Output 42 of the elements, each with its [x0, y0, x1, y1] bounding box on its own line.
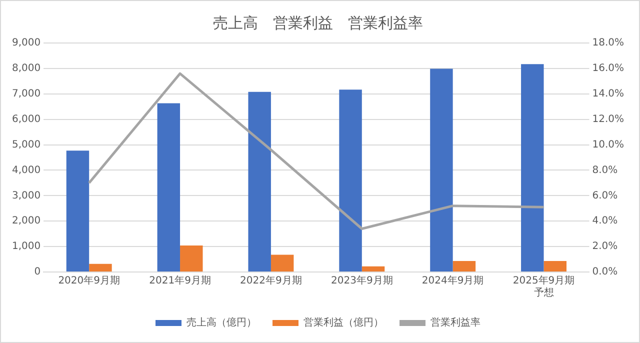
- y-tick-label: 1,000: [12, 241, 41, 252]
- bar: [270, 254, 294, 272]
- y-tick-label: 4,000: [12, 164, 41, 176]
- y-tick-label: 9,000: [12, 38, 41, 49]
- y-tick-label: 5,000: [12, 139, 41, 150]
- x-tick-label: 2021年9月期: [149, 274, 211, 287]
- bar: [66, 150, 90, 272]
- legend-label: 営業利益（億円）: [304, 316, 384, 329]
- x-tick-label: 2022年9月期: [240, 274, 302, 287]
- y-tick-label: 8,000: [12, 63, 41, 74]
- bar: [339, 90, 362, 272]
- y2-tick-label: 10.0%: [592, 139, 624, 150]
- y2-tick-label: 4.0%: [592, 216, 618, 227]
- y2-tick-label: 6.0%: [592, 190, 618, 202]
- y2-tick-label: 14.0%: [592, 88, 624, 100]
- y2-tick-label: 0.0%: [592, 266, 618, 278]
- legend-label: 営業利益率: [430, 316, 480, 329]
- bar: [180, 246, 203, 272]
- y-tick-label: 3,000: [12, 190, 41, 202]
- y2-tick-label: 8.0%: [592, 164, 618, 176]
- x-tick-label: 2023年9月期: [330, 274, 393, 287]
- x-tick-label: 2024年9月期: [422, 274, 484, 287]
- bar: [430, 68, 453, 272]
- legend-label: 売上高（億円）: [186, 316, 256, 329]
- y-tick-label: 7,000: [12, 88, 41, 100]
- bar: [544, 261, 566, 272]
- bar: [89, 264, 112, 272]
- bar: [452, 261, 476, 272]
- bar: [157, 103, 180, 272]
- x-tick-label: 2025年9月期予想: [512, 274, 575, 299]
- bar: [521, 64, 544, 272]
- y2-tick-label: 2.0%: [592, 241, 618, 252]
- chart-title: 売上高 営業利益 営業利益率: [213, 14, 423, 32]
- y-tick-label: 0: [34, 266, 41, 278]
- y-tick-label: 6,000: [12, 114, 41, 125]
- x-tick-label: 2020年9月期: [58, 274, 120, 287]
- y2-tick-label: 18.0%: [592, 38, 624, 49]
- y2-tick-label: 16.0%: [592, 63, 624, 74]
- y-tick-label: 2,000: [12, 216, 41, 227]
- y2-tick-label: 12.0%: [592, 114, 624, 125]
- bar: [362, 266, 385, 272]
- bar: [248, 92, 271, 272]
